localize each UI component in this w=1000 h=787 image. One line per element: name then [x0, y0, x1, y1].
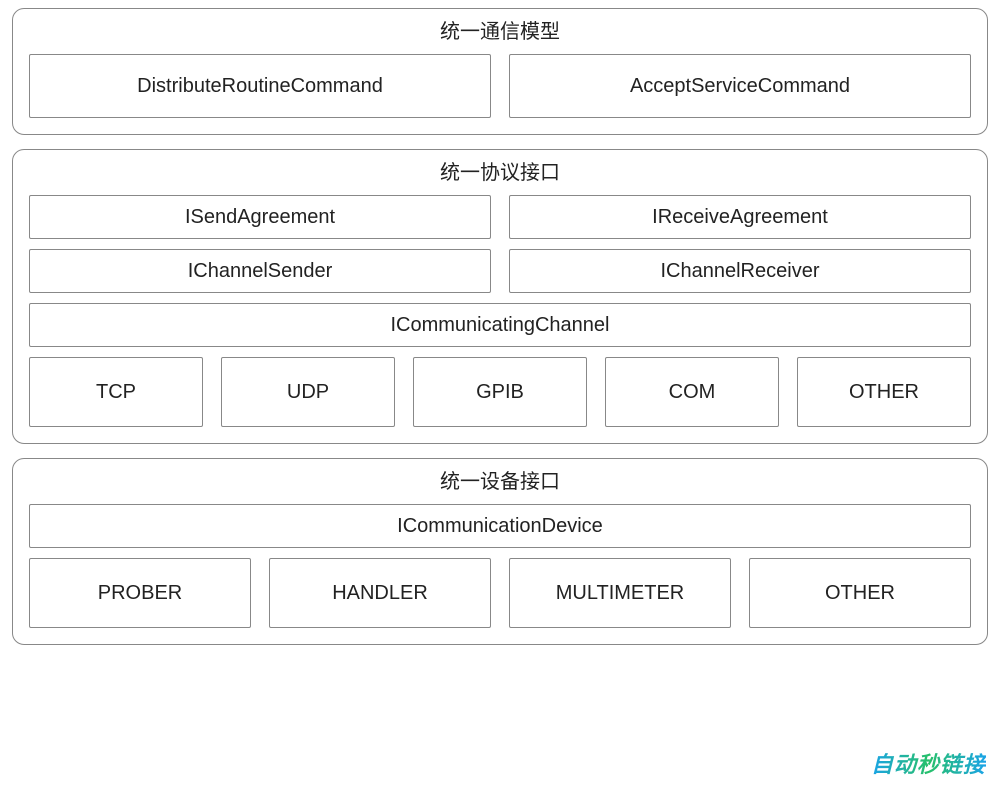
row-proto-1: ISendAgreement IReceiveAgreement	[29, 195, 971, 239]
row-device-1: ICommunicationDevice	[29, 504, 971, 548]
cell-isend-agreement: ISendAgreement	[29, 195, 491, 239]
cell-gpib: GPIB	[413, 357, 587, 427]
watermark-text: 自动秒链接	[871, 747, 986, 779]
cell-multimeter: MULTIMETER	[509, 558, 731, 628]
row-comm-model-1: DistributeRoutineCommand AcceptServiceCo…	[29, 54, 971, 118]
cell-other-proto: OTHER	[797, 357, 971, 427]
cell-com: COM	[605, 357, 779, 427]
cell-icommunicating-channel: ICommunicatingChannel	[29, 303, 971, 347]
row-device-2: PROBER HANDLER MULTIMETER OTHER	[29, 558, 971, 628]
cell-accept-service-command: AcceptServiceCommand	[509, 54, 971, 118]
cell-icommunication-device: ICommunicationDevice	[29, 504, 971, 548]
cell-udp: UDP	[221, 357, 395, 427]
section-comm-model: 统一通信模型 DistributeRoutineCommand AcceptSe…	[12, 8, 988, 135]
section-title-device-iface: 统一设备接口	[29, 465, 971, 494]
cell-ichannel-receiver: IChannelReceiver	[509, 249, 971, 293]
cell-handler: HANDLER	[269, 558, 491, 628]
cell-ireceive-agreement: IReceiveAgreement	[509, 195, 971, 239]
section-title-comm-model: 统一通信模型	[29, 15, 971, 44]
cell-distribute-routine-command: DistributeRoutineCommand	[29, 54, 491, 118]
row-proto-3: ICommunicatingChannel	[29, 303, 971, 347]
cell-ichannel-sender: IChannelSender	[29, 249, 491, 293]
cell-other-device: OTHER	[749, 558, 971, 628]
cell-tcp: TCP	[29, 357, 203, 427]
section-device-iface: 统一设备接口 ICommunicationDevice PROBER HANDL…	[12, 458, 988, 645]
section-title-proto-iface: 统一协议接口	[29, 156, 971, 185]
row-proto-4: TCP UDP GPIB COM OTHER	[29, 357, 971, 427]
section-proto-iface: 统一协议接口 ISendAgreement IReceiveAgreement …	[12, 149, 988, 444]
row-proto-2: IChannelSender IChannelReceiver	[29, 249, 971, 293]
cell-prober: PROBER	[29, 558, 251, 628]
